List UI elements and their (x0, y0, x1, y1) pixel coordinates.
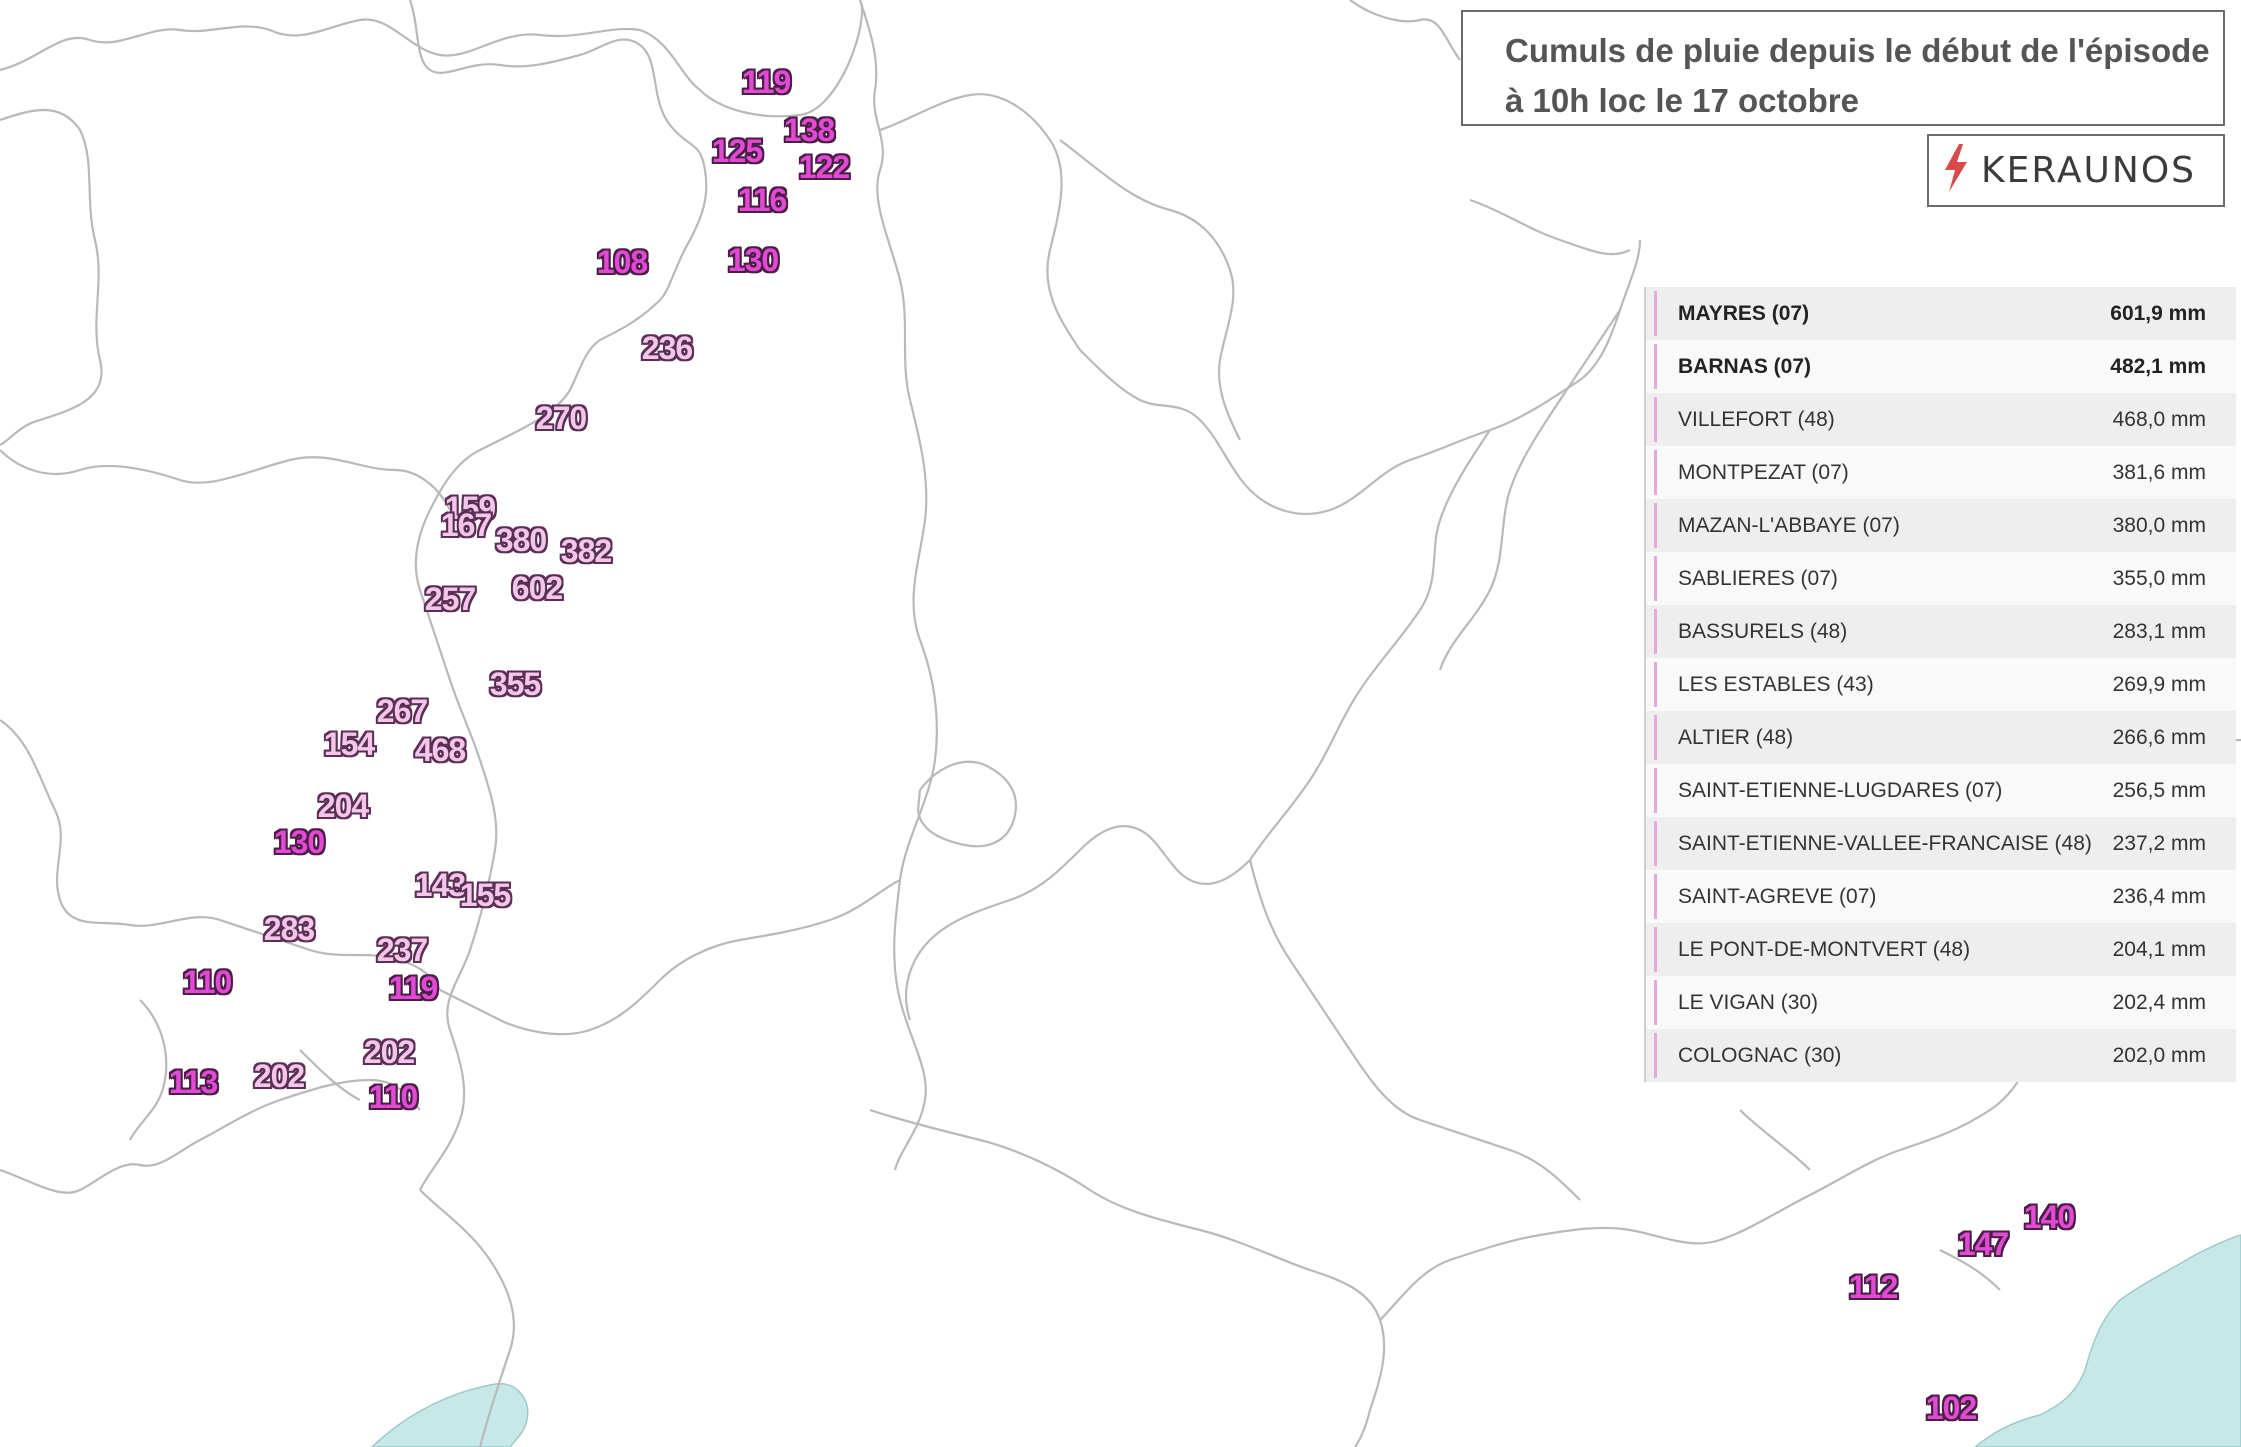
rainfall-marker[interactable]: 270 (535, 400, 587, 436)
rain-amount: 601,9 mm (2110, 301, 2206, 325)
station-name: SAINT-ETIENNE-LUGDARES (07) (1678, 778, 2003, 802)
rain-amount: 355,0 mm (2112, 566, 2206, 590)
ranking-row[interactable]: SAINT-ETIENNE-LUGDARES (07) 256,5 mm (1646, 764, 2236, 817)
sea-mediterranean-east (1973, 1234, 2241, 1447)
ranking-row[interactable]: BARNAS (07) 482,1 mm (1646, 340, 2236, 393)
rain-amount: 381,6 mm (2112, 460, 2206, 484)
ranking-row[interactable]: SAINT-AGREVE (07) 236,4 mm (1646, 870, 2236, 923)
station-name: MAZAN-L'ABBAYE (07) (1678, 513, 1900, 537)
ranking-table: MAYRES (07) 601,9 mm BARNAS (07) 482,1 mm VI… (1644, 287, 2236, 1082)
rainfall-marker[interactable]: 468 (414, 732, 466, 768)
rainfall-marker[interactable]: 119 (388, 970, 439, 1006)
rain-amount: 202,4 mm (2112, 990, 2206, 1014)
logo-text: KERAUNOS (1981, 150, 2197, 191)
ranking-row[interactable]: LES ESTABLES (43) 269,9 mm (1646, 658, 2236, 711)
rainfall-marker[interactable]: 167 (440, 507, 492, 543)
station-name: BARNAS (07) (1678, 354, 1812, 378)
rainfall-marker[interactable]: 112 (1848, 1269, 1899, 1305)
rainfall-marker[interactable]: 110 (182, 964, 233, 1000)
rainfall-marker[interactable]: 237 (376, 932, 428, 968)
rainfall-marker[interactable]: 122 (798, 149, 850, 185)
rainfall-marker[interactable]: 102 (1925, 1390, 1977, 1426)
rain-amount: 482,1 mm (2110, 354, 2206, 378)
rainfall-marker[interactable]: 202 (253, 1058, 305, 1094)
lightning-bolt-icon (1939, 142, 1973, 199)
station-name: LE PONT-DE-MONTVERT (48) (1678, 937, 1971, 961)
rain-amount: 266,6 mm (2112, 725, 2206, 749)
station-name: SAINT-AGREVE (07) (1678, 884, 1877, 908)
rain-amount: 202,0 mm (2112, 1043, 2206, 1067)
rainfall-marker[interactable]: 108 (596, 244, 648, 280)
rainfall-marker[interactable]: 283 (263, 911, 315, 947)
ranking-row[interactable]: SABLIERES (07) 355,0 mm (1646, 552, 2236, 605)
station-name: SAINT-ETIENNE-VALLEE-FRANCAISE (48) (1678, 831, 2092, 855)
ranking-row[interactable]: MAYRES (07) 601,9 mm (1646, 287, 2236, 340)
station-name: COLOGNAC (30) (1678, 1043, 1842, 1067)
map-title: Cumuls de pluie depuis le début de l'épi… (1461, 10, 2225, 126)
ranking-row[interactable]: BASSURELS (48) 283,1 mm (1646, 605, 2236, 658)
ranking-row[interactable]: MAZAN-L'ABBAYE (07) 380,0 mm (1646, 499, 2236, 552)
rainfall-marker[interactable]: 143 (414, 867, 466, 903)
rainfall-marker[interactable]: 130 (727, 242, 779, 278)
keraunos-logo[interactable]: KERAUNOS (1927, 134, 2225, 207)
rainfall-marker[interactable]: 602 (511, 570, 563, 606)
rain-amount: 269,9 mm (2112, 672, 2206, 696)
rainfall-marker[interactable]: 154 (323, 726, 375, 762)
rainfall-marker[interactable]: 113 (168, 1064, 219, 1100)
ranking-row[interactable]: VILLEFORT (48) 468,0 mm (1646, 393, 2236, 446)
ranking-row[interactable]: LE VIGAN (30) 202,4 mm (1646, 976, 2236, 1029)
ranking-row[interactable]: SAINT-ETIENNE-VALLEE-FRANCAISE (48) 237,2… (1646, 817, 2236, 870)
rainfall-marker[interactable]: 380 (495, 522, 547, 558)
rain-amount: 236,4 mm (2112, 884, 2206, 908)
rainfall-marker[interactable]: 159 (444, 490, 496, 526)
station-name: VILLEFORT (48) (1678, 407, 1835, 431)
rainfall-marker[interactable]: 147 (1957, 1226, 2009, 1262)
rainfall-marker[interactable]: 267 (376, 693, 428, 729)
rainfall-marker[interactable]: 140 (2023, 1199, 2075, 1235)
station-name: LES ESTABLES (43) (1678, 672, 1874, 696)
rainfall-marker[interactable]: 116 (737, 182, 788, 218)
station-name: BASSURELS (48) (1678, 619, 1848, 643)
rainfall-marker[interactable]: 382 (560, 533, 612, 569)
ranking-row[interactable]: ALTIER (48) 266,6 mm (1646, 711, 2236, 764)
rain-amount: 237,2 mm (2112, 831, 2206, 855)
ranking-row[interactable]: COLOGNAC (30) 202,0 mm (1646, 1029, 2236, 1082)
rainfall-marker[interactable]: 125 (711, 133, 763, 169)
rain-amount: 380,0 mm (2112, 513, 2206, 537)
rainfall-marker[interactable]: 236 (641, 330, 693, 366)
rainfall-marker[interactable]: 257 (424, 581, 476, 617)
rainfall-marker[interactable]: 204 (317, 788, 369, 824)
rainfall-marker[interactable]: 355 (489, 666, 541, 702)
station-name: MONTPEZAT (07) (1678, 460, 1849, 484)
rainfall-marker[interactable]: 119 (741, 64, 792, 100)
rainfall-marker[interactable]: 138 (783, 112, 835, 148)
station-name: MAYRES (07) (1678, 301, 1810, 325)
rainfall-marker[interactable]: 202 (363, 1034, 415, 1070)
rainfall-marker[interactable]: 130 (273, 824, 325, 860)
station-name: SABLIERES (07) (1678, 566, 1838, 590)
rain-amount: 256,5 mm (2112, 778, 2206, 802)
map-title-line1: Cumuls de pluie depuis le début de l'épi… (1505, 32, 2210, 69)
station-name: ALTIER (48) (1678, 725, 1794, 749)
station-name: LE VIGAN (30) (1678, 990, 1819, 1014)
rain-amount: 204,1 mm (2112, 937, 2206, 961)
ranking-row[interactable]: LE PONT-DE-MONTVERT (48) 204,1 mm (1646, 923, 2236, 976)
rainfall-marker[interactable]: 110 (368, 1079, 419, 1115)
sea-gulf-of-lion (370, 1383, 529, 1447)
rain-amount: 283,1 mm (2112, 619, 2206, 643)
rain-amount: 468,0 mm (2112, 407, 2206, 431)
ranking-row[interactable]: MONTPEZAT (07) 381,6 mm (1646, 446, 2236, 499)
rainfall-marker[interactable]: 155 (459, 877, 511, 913)
map-title-line2: à 10h loc le 17 octobre (1505, 82, 1859, 119)
